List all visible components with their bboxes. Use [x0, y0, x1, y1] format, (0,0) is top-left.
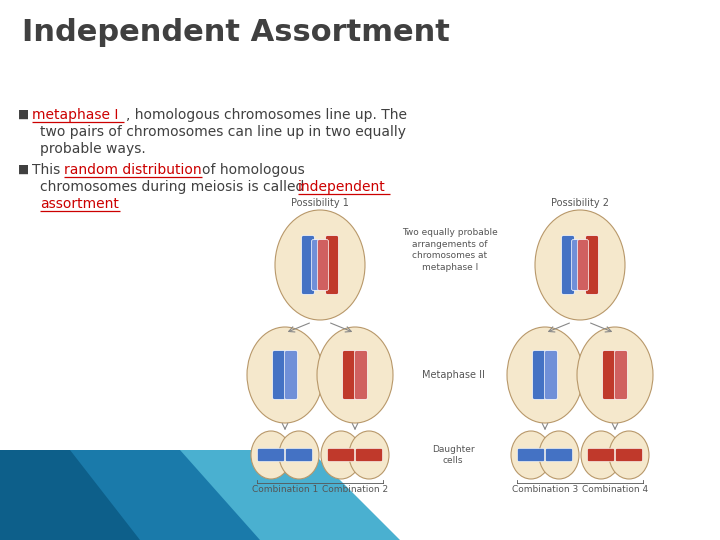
FancyBboxPatch shape [284, 350, 297, 400]
Polygon shape [0, 450, 400, 540]
FancyBboxPatch shape [343, 350, 356, 400]
Polygon shape [0, 450, 260, 540]
Text: Possibility 2: Possibility 2 [551, 198, 609, 208]
Text: Possibility 1: Possibility 1 [291, 198, 349, 208]
Polygon shape [0, 450, 140, 540]
Ellipse shape [581, 431, 621, 479]
Ellipse shape [535, 210, 625, 320]
FancyBboxPatch shape [544, 350, 557, 400]
Ellipse shape [349, 431, 389, 479]
Text: assortment: assortment [40, 197, 119, 211]
Ellipse shape [279, 431, 319, 479]
Text: ■: ■ [18, 108, 29, 121]
Text: Daughter
cells: Daughter cells [432, 445, 474, 465]
Ellipse shape [511, 431, 551, 479]
FancyBboxPatch shape [312, 240, 323, 291]
FancyBboxPatch shape [354, 350, 367, 400]
Text: Two equally probable
arrangements of
chromosomes at
metaphase I: Two equally probable arrangements of chr… [402, 228, 498, 272]
FancyBboxPatch shape [302, 235, 315, 294]
Text: two pairs of chromosomes can line up in two equally: two pairs of chromosomes can line up in … [40, 125, 406, 139]
Ellipse shape [247, 327, 323, 423]
FancyBboxPatch shape [325, 235, 338, 294]
FancyBboxPatch shape [546, 449, 572, 462]
FancyBboxPatch shape [518, 449, 544, 462]
Ellipse shape [317, 327, 393, 423]
Text: Metaphase II: Metaphase II [422, 370, 485, 380]
Ellipse shape [321, 431, 361, 479]
Text: Combination 4: Combination 4 [582, 485, 648, 494]
FancyBboxPatch shape [577, 240, 588, 291]
Ellipse shape [275, 210, 365, 320]
Ellipse shape [251, 431, 291, 479]
Ellipse shape [539, 431, 579, 479]
FancyBboxPatch shape [588, 449, 614, 462]
Text: probable ways.: probable ways. [40, 142, 145, 156]
Text: independent: independent [298, 180, 386, 194]
Text: Combination 3: Combination 3 [512, 485, 578, 494]
Ellipse shape [609, 431, 649, 479]
Ellipse shape [507, 327, 583, 423]
Text: Combination 1: Combination 1 [252, 485, 318, 494]
FancyBboxPatch shape [272, 350, 286, 400]
FancyBboxPatch shape [533, 350, 546, 400]
FancyBboxPatch shape [616, 449, 642, 462]
Text: Combination 2: Combination 2 [322, 485, 388, 494]
Text: Independent Assortment: Independent Assortment [22, 18, 450, 47]
Text: metaphase I: metaphase I [32, 108, 118, 122]
Text: , homologous chromosomes line up. The: , homologous chromosomes line up. The [126, 108, 407, 122]
FancyBboxPatch shape [562, 235, 575, 294]
Text: random distribution: random distribution [64, 163, 206, 177]
FancyBboxPatch shape [603, 350, 616, 400]
FancyBboxPatch shape [258, 449, 284, 462]
FancyBboxPatch shape [286, 449, 312, 462]
Text: This: This [32, 163, 65, 177]
FancyBboxPatch shape [585, 235, 598, 294]
Text: chromosomes during meiosis is called: chromosomes during meiosis is called [40, 180, 309, 194]
FancyBboxPatch shape [572, 240, 582, 291]
Ellipse shape [577, 327, 653, 423]
Text: ■: ■ [18, 163, 29, 176]
FancyBboxPatch shape [318, 240, 328, 291]
FancyBboxPatch shape [356, 449, 382, 462]
Text: of homologous: of homologous [202, 163, 305, 177]
FancyBboxPatch shape [614, 350, 628, 400]
FancyBboxPatch shape [328, 449, 354, 462]
